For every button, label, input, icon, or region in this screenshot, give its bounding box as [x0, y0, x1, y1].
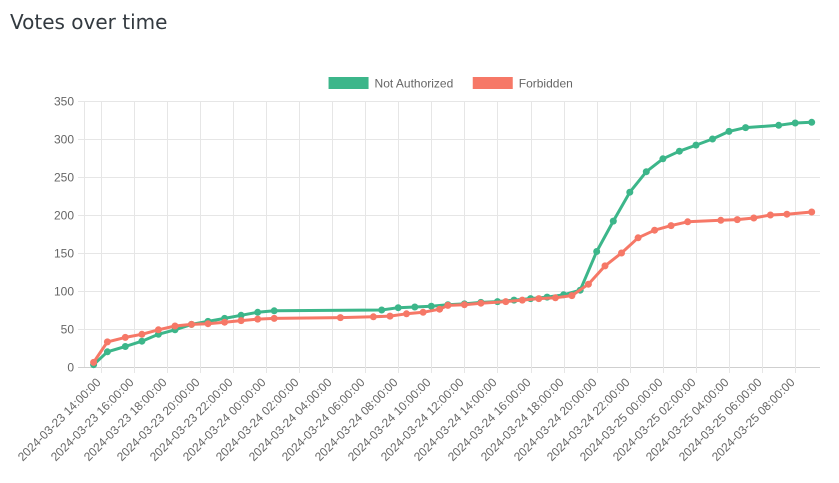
data-point[interactable] [551, 294, 559, 302]
data-point[interactable] [684, 218, 692, 226]
data-point[interactable] [138, 337, 146, 345]
data-point[interactable] [750, 214, 758, 222]
data-point[interactable] [90, 358, 98, 366]
data-point[interactable] [121, 343, 129, 350]
data-point[interactable] [502, 298, 510, 306]
data-point[interactable] [378, 306, 386, 314]
data-point[interactable] [659, 155, 667, 163]
y-tick-label: 200 [54, 209, 74, 223]
chart-series [90, 118, 816, 369]
data-point[interactable] [369, 313, 377, 321]
data-point[interactable] [138, 330, 146, 338]
legend-label: Forbidden [519, 77, 573, 91]
data-point[interactable] [460, 301, 468, 309]
data-point[interactable] [411, 303, 419, 311]
data-point[interactable] [204, 320, 212, 328]
data-point[interactable] [336, 314, 344, 322]
data-point[interactable] [254, 315, 262, 323]
data-point[interactable] [593, 248, 601, 255]
data-point[interactable] [270, 314, 278, 322]
data-point[interactable] [618, 249, 625, 257]
data-point[interactable] [742, 124, 750, 132]
data-point[interactable] [436, 305, 444, 313]
legend-label: Not Authorized [375, 77, 454, 91]
data-point[interactable] [725, 127, 733, 135]
data-point[interactable] [568, 292, 576, 300]
data-point[interactable] [188, 320, 195, 328]
data-point[interactable] [601, 262, 609, 270]
data-point[interactable] [733, 216, 741, 224]
series-line [92, 120, 812, 366]
data-point[interactable] [692, 141, 700, 149]
data-point[interactable] [154, 326, 162, 334]
data-point[interactable] [808, 208, 816, 216]
series-2 [90, 208, 816, 366]
data-point[interactable] [394, 304, 402, 312]
data-point[interactable] [584, 280, 592, 288]
data-point[interactable] [103, 348, 111, 356]
data-point[interactable] [270, 307, 278, 315]
legend-item[interactable]: Forbidden [472, 77, 573, 91]
y-tick-label: 350 [54, 95, 74, 109]
data-point[interactable] [171, 322, 179, 330]
page-title: Votes over time [10, 10, 168, 34]
data-point[interactable] [667, 222, 675, 230]
data-point[interactable] [717, 216, 725, 224]
data-point[interactable] [237, 317, 245, 325]
data-point[interactable] [766, 211, 774, 219]
y-tick-label: 0 [67, 361, 74, 375]
data-point[interactable] [783, 210, 791, 218]
data-point[interactable] [477, 299, 485, 307]
y-tick-label: 250 [54, 171, 74, 185]
data-point[interactable] [427, 302, 435, 310]
data-point[interactable] [237, 311, 245, 319]
data-point[interactable] [808, 118, 816, 126]
data-point[interactable] [642, 168, 650, 176]
data-point[interactable] [386, 312, 394, 320]
legend-swatch [328, 77, 369, 89]
data-point[interactable] [103, 338, 111, 346]
series-1 [90, 118, 816, 369]
data-point[interactable] [626, 188, 634, 196]
data-point[interactable] [791, 119, 799, 127]
y-tick-label: 150 [54, 247, 74, 261]
y-tick-label: 100 [54, 285, 74, 299]
data-point[interactable] [121, 333, 129, 341]
data-point[interactable] [221, 318, 229, 326]
data-point[interactable] [709, 135, 716, 143]
legend-item[interactable]: Not Authorized [328, 77, 454, 91]
data-point[interactable] [609, 217, 617, 225]
data-point[interactable] [403, 310, 410, 318]
data-point[interactable] [651, 226, 659, 234]
data-point[interactable] [775, 121, 783, 129]
y-tick-label: 300 [54, 133, 74, 147]
data-point[interactable] [634, 234, 642, 242]
data-point[interactable] [419, 308, 427, 316]
legend-swatch [472, 77, 513, 89]
series-line [92, 210, 812, 364]
y-tick-label: 50 [61, 323, 75, 337]
data-point[interactable] [518, 296, 526, 304]
chart-legend[interactable]: Not Authorized Forbidden [328, 77, 573, 91]
data-point[interactable] [254, 308, 262, 316]
data-point[interactable] [535, 295, 543, 303]
data-point[interactable] [444, 301, 452, 309]
data-point[interactable] [675, 147, 683, 155]
